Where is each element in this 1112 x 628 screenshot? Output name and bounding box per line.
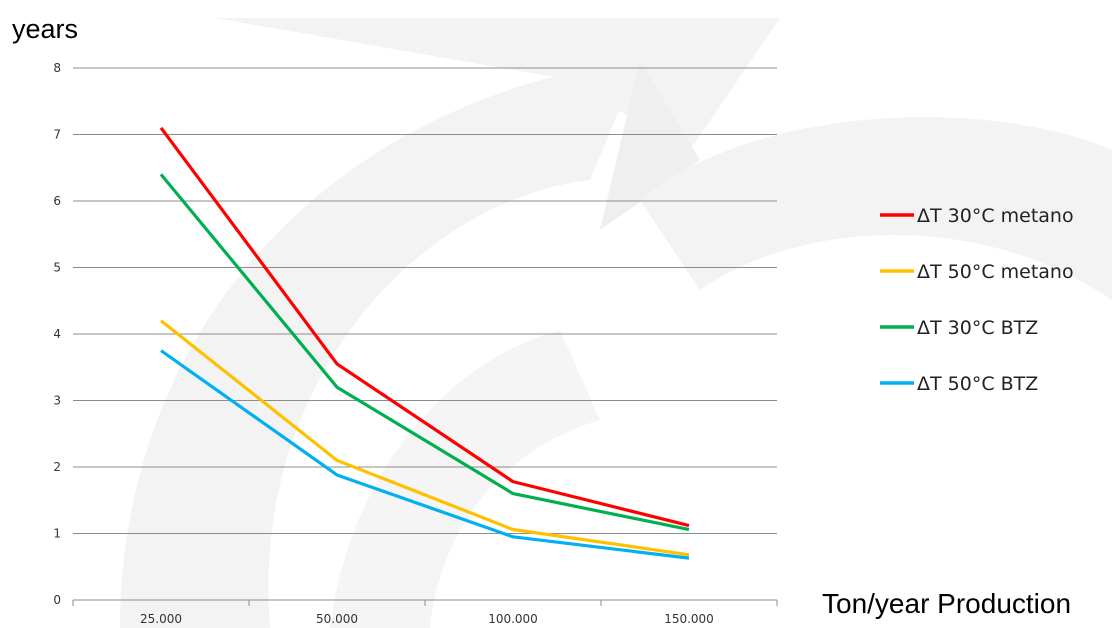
legend-label: ΔT 50°C metano: [917, 261, 1074, 283]
background-watermark: [120, 18, 1112, 628]
legend: ΔT 30°C metano ΔT 50°C metano ΔT 30°C BTZ Δ…: [880, 205, 1074, 395]
x-tick-label: 25.000: [140, 612, 182, 626]
y-axis-title: years: [12, 14, 78, 44]
y-tick-label: 3: [53, 394, 61, 408]
x-tick-label: 150.000: [664, 612, 714, 626]
y-tick-label: 4: [53, 327, 61, 341]
y-tick-label: 2: [53, 460, 61, 474]
y-tick-label: 7: [53, 128, 61, 142]
x-tick-label: 100.000: [488, 612, 538, 626]
y-tick-label: 5: [53, 261, 61, 275]
y-tick-label: 6: [53, 194, 61, 208]
y-tick-label: 1: [53, 527, 61, 541]
series-line: [160, 349, 690, 560]
axes: [72, 599, 778, 606]
series-line: [160, 319, 690, 557]
grid-lines: [73, 67, 777, 534]
y-tick-label: 0: [53, 593, 61, 607]
x-tick-labels: 25.000 50.000 100.000 150.000: [140, 612, 714, 626]
legend-label: ΔT 30°C BTZ: [917, 317, 1038, 339]
x-axis-title: Ton/year Production: [822, 588, 1071, 619]
y-tick-label: 8: [53, 61, 61, 75]
series-line: [159, 126, 690, 528]
series-lines: [159, 126, 690, 560]
y-tick-labels: 0 1 2 3 4 5 6 7 8: [53, 61, 61, 607]
series-line: [159, 173, 690, 532]
legend-label: ΔT 50°C BTZ: [917, 373, 1038, 395]
legend-label: ΔT 30°C metano: [917, 205, 1074, 227]
x-tick-label: 50.000: [316, 612, 358, 626]
